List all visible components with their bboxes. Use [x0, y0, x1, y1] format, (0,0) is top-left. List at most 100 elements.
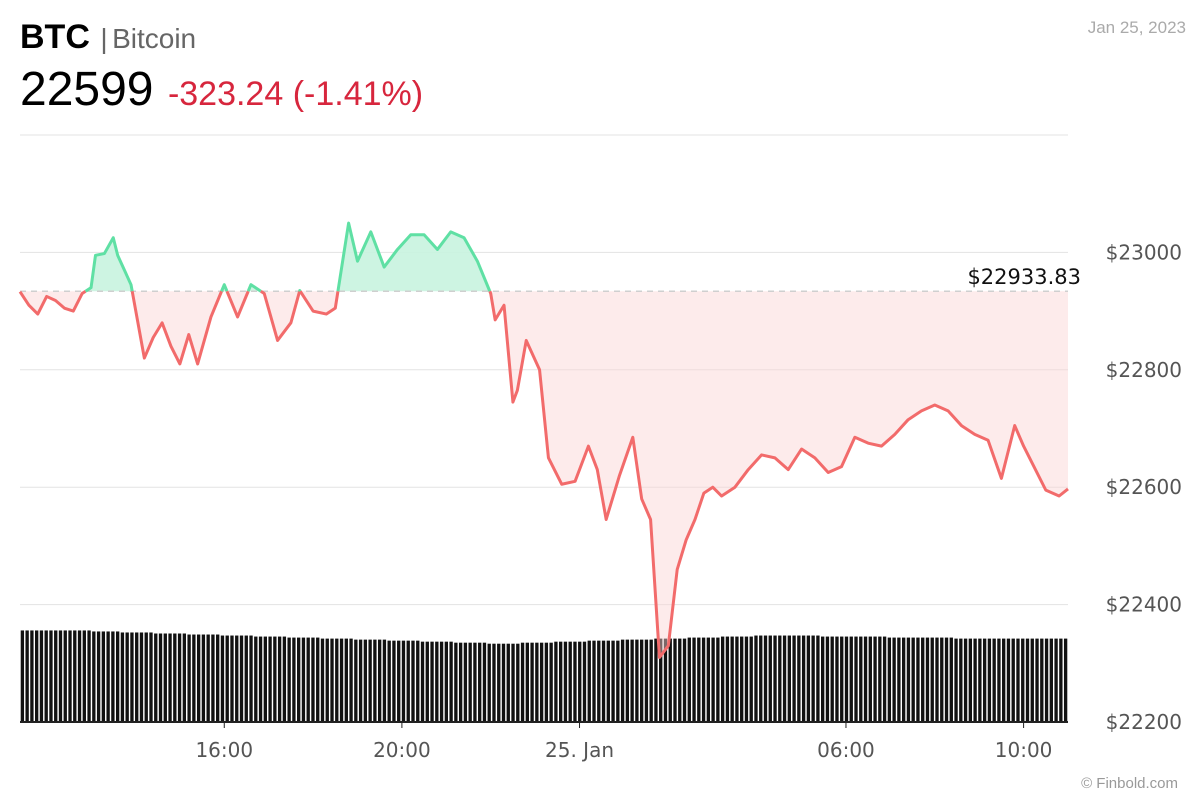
ticker-header: BTC | Bitcoin	[20, 18, 196, 57]
price-line-segment-up	[246, 283, 262, 293]
volume-bar	[187, 634, 191, 722]
volume-bar	[535, 642, 539, 722]
volume-bar	[192, 634, 196, 722]
volume-bar	[868, 636, 872, 722]
volume-bar	[978, 638, 982, 722]
volume-bar	[101, 631, 106, 722]
volume-bar	[144, 632, 148, 722]
volume-bar	[354, 639, 358, 722]
volume-bar	[859, 636, 863, 722]
volume-bar	[249, 635, 253, 722]
area-above-reference	[337, 223, 490, 292]
volume-bar	[149, 632, 153, 722]
volume-bar	[492, 643, 496, 722]
volume-bar	[778, 635, 782, 722]
volume-bar	[92, 631, 96, 722]
volume-bar	[77, 630, 82, 722]
volume-bar	[497, 643, 501, 722]
volume-bar	[277, 636, 282, 722]
volume-bar	[944, 637, 949, 722]
volume-bar	[730, 636, 734, 722]
volume-bar	[935, 637, 939, 722]
area-fills	[20, 223, 1068, 658]
volume-bar	[58, 630, 63, 722]
area-below-reference	[300, 291, 338, 315]
volume-bar	[959, 638, 963, 722]
volume-bar	[835, 636, 839, 722]
volume-bar	[601, 640, 606, 722]
volume-bar	[506, 643, 510, 722]
volume-bar	[559, 641, 563, 722]
volume-bar	[49, 630, 53, 722]
volume-bar	[906, 637, 911, 722]
volume-bar	[206, 634, 210, 722]
axis-labels: $22200 $22400 $22600 $22800 $23000 16:00 20:00…	[20, 240, 1182, 762]
volume-bar	[177, 633, 182, 722]
volume-bar	[821, 636, 825, 722]
volume-bar	[325, 638, 329, 722]
volume-bar	[473, 642, 477, 722]
volume-bar	[1044, 638, 1049, 722]
volume-bar	[225, 635, 229, 722]
volume-bar	[597, 640, 601, 722]
volume-bar	[258, 636, 263, 722]
price-line-segment-down	[18, 289, 87, 316]
volume-bar	[430, 641, 434, 722]
volume-bar	[25, 630, 29, 722]
y-tick-label: $22600	[1106, 475, 1182, 499]
volume-bar	[478, 642, 482, 722]
volume-bar	[435, 641, 439, 722]
volume-bar	[1021, 638, 1025, 722]
volume-bar	[1006, 638, 1011, 722]
volume-bar	[163, 633, 167, 722]
volume-bar	[130, 632, 134, 722]
volume-bar	[230, 635, 234, 722]
area-above-reference	[85, 237, 133, 292]
price-line-segment-up	[298, 289, 302, 293]
volume-bar	[982, 638, 987, 722]
volume-bar	[735, 636, 739, 722]
volume-bar	[368, 639, 372, 722]
volume-bar	[587, 640, 591, 722]
x-tick-label: 16:00	[195, 738, 253, 762]
price-change: -323.24 (-1.41%)	[167, 75, 424, 113]
volume-bar	[216, 634, 220, 722]
volume-bar	[606, 640, 610, 722]
volume-bar	[635, 639, 639, 722]
volume-bar	[182, 633, 187, 722]
volume-bar	[30, 630, 34, 722]
volume-bar	[320, 638, 325, 722]
volume-bar	[592, 640, 596, 722]
reference-line-group: $22933.83	[20, 265, 1081, 292]
volume-bar	[616, 640, 620, 722]
volume-bar	[892, 637, 896, 722]
volume-bar	[582, 641, 587, 722]
volume-bar	[811, 635, 815, 722]
volume-bar	[759, 635, 763, 722]
volume-bar	[725, 636, 730, 722]
volume-bar	[687, 637, 691, 722]
volume-bar	[425, 641, 429, 722]
volume-bar	[921, 637, 925, 722]
volume-bar	[854, 636, 858, 722]
y-tick-label: $22800	[1106, 358, 1182, 382]
volume-bar	[87, 630, 91, 722]
volume-bar	[768, 635, 772, 722]
volume-bar	[749, 636, 753, 722]
volume-bar	[825, 636, 830, 722]
volume-bar	[273, 636, 277, 722]
volume-bar	[263, 636, 267, 722]
volume-bar	[678, 638, 682, 722]
volume-bar	[659, 638, 663, 722]
price-line-segment-up	[84, 236, 134, 293]
volume-bar	[63, 630, 67, 722]
volume-bar	[773, 635, 777, 722]
volume-bar	[511, 643, 515, 722]
area-below-reference	[20, 291, 86, 315]
volume-bar	[416, 640, 420, 722]
volume-bar	[654, 638, 658, 722]
price-lines	[18, 221, 1069, 659]
volume-bar	[949, 637, 953, 722]
volume-bar	[716, 637, 720, 722]
volume-bar	[401, 640, 406, 722]
